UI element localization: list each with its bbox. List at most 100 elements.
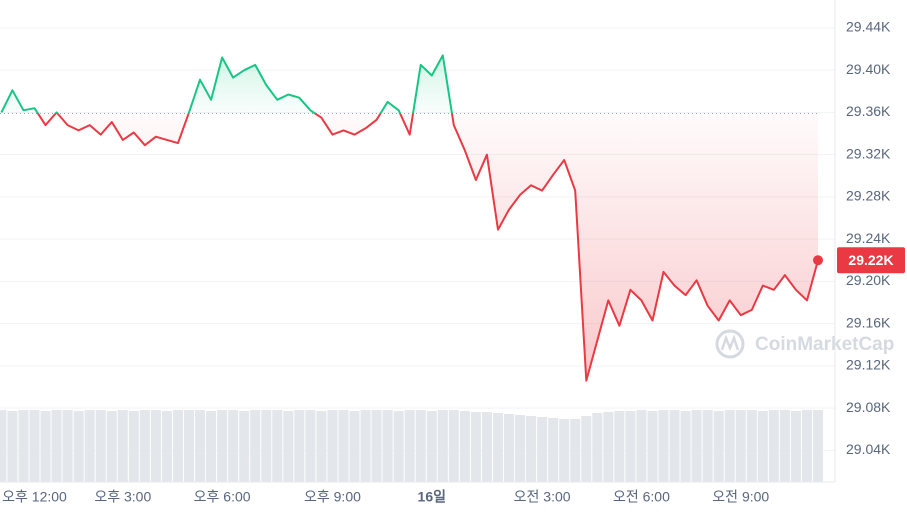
x-tick-label: 16일 xyxy=(418,489,446,505)
y-tick-label: 29.24K xyxy=(846,230,891,246)
price-tag xyxy=(837,247,905,274)
volume-bar xyxy=(592,413,603,482)
volume-bar xyxy=(691,410,702,482)
y-tick-label: 29.36K xyxy=(846,103,891,119)
volume-bar xyxy=(51,410,62,482)
volume-bar xyxy=(812,410,824,482)
watermark-logo-mark xyxy=(720,334,740,352)
volume-bar xyxy=(128,411,139,482)
volume-bar xyxy=(448,410,459,482)
volume-bar xyxy=(0,410,7,482)
volume-bar xyxy=(261,410,272,482)
y-tick-label: 29.16K xyxy=(846,314,891,330)
volume-bar xyxy=(29,410,40,482)
y-tick-label: 29.20K xyxy=(846,272,891,288)
volume-bar xyxy=(735,410,746,482)
volume-bar xyxy=(515,415,526,482)
volume-bar xyxy=(393,411,404,482)
x-tick-label: 오후 3:00 xyxy=(94,489,151,505)
volume-bar xyxy=(360,410,371,482)
volume-bar xyxy=(702,410,713,482)
volume-bar xyxy=(790,411,801,482)
volume-bar xyxy=(217,410,228,482)
volume-bar xyxy=(647,411,658,482)
volume-bar xyxy=(801,410,812,482)
price-tag-label: 29.22K xyxy=(848,252,893,268)
volume-bar xyxy=(327,410,338,482)
volume-bar xyxy=(526,416,537,482)
volume-bar xyxy=(382,410,393,482)
volume-bar xyxy=(95,410,106,482)
volume-bar xyxy=(768,410,779,482)
volume-bar xyxy=(658,410,669,482)
watermark-logo xyxy=(715,329,745,359)
volume-bar xyxy=(62,410,73,482)
y-tick-label: 29.08K xyxy=(846,399,891,415)
volume-bar xyxy=(117,410,128,482)
volume-bar xyxy=(161,411,172,482)
volume-bar xyxy=(239,411,250,482)
volume-bar xyxy=(272,410,283,482)
volume-bar xyxy=(570,419,581,482)
volume-bar xyxy=(625,411,636,482)
volume-bar xyxy=(228,410,239,482)
plot xyxy=(0,54,823,382)
volume-bar xyxy=(503,414,515,482)
volume-bar xyxy=(18,410,29,482)
y-tick-label: 29.04K xyxy=(846,441,891,457)
volume-bar xyxy=(40,411,51,482)
volume-bar xyxy=(492,413,503,482)
volume-bar xyxy=(470,412,481,482)
x-tick-label: 오후 12:00 xyxy=(2,489,67,505)
y-tick-label: 29.12K xyxy=(846,357,891,373)
volume-bar xyxy=(172,410,183,482)
price-area xyxy=(1,55,818,381)
x-tick-label: 오전 6:00 xyxy=(613,489,670,505)
volume-bar xyxy=(437,410,448,482)
volume-bar xyxy=(680,411,691,482)
x-tick-label: 오후 9:00 xyxy=(304,489,361,505)
volume-bar xyxy=(183,410,195,482)
x-tick-label: 오전 3:00 xyxy=(514,489,571,505)
y-tick-label: 29.32K xyxy=(846,145,891,161)
grid xyxy=(0,27,835,451)
volume-bar xyxy=(746,410,757,482)
volume-bar xyxy=(349,411,360,482)
volume-bar xyxy=(581,416,592,482)
volume-bar xyxy=(459,411,470,482)
volume-bar xyxy=(206,411,217,482)
volume-bar xyxy=(338,410,349,482)
volume-bar xyxy=(757,411,768,482)
volume-bar xyxy=(371,410,382,482)
volume-bar xyxy=(724,410,735,482)
volume-bar xyxy=(305,410,316,482)
x-tick-label: 오전 9:00 xyxy=(712,489,769,505)
volume-bar xyxy=(636,410,647,482)
watermark: CoinMarketCap xyxy=(715,329,894,359)
volume-bar xyxy=(481,412,492,482)
volume-bar xyxy=(614,411,625,482)
volume-bar xyxy=(415,410,426,482)
volume-bar xyxy=(7,411,18,482)
volume-bar xyxy=(195,410,206,482)
volume-bar xyxy=(404,410,415,482)
volume-bar xyxy=(779,410,790,482)
volume-bar xyxy=(713,411,724,482)
volume-bar xyxy=(548,418,559,482)
volume-bar xyxy=(106,411,117,482)
volume-bar xyxy=(316,411,327,482)
volume-bar xyxy=(603,412,614,482)
volume-bar xyxy=(426,411,437,482)
y-tick-label: 29.28K xyxy=(846,188,891,204)
volume-bar xyxy=(283,411,294,482)
volume-bar xyxy=(84,410,95,482)
volume-bar xyxy=(294,410,305,482)
y-tick-label: 29.44K xyxy=(846,19,891,35)
volume-bars xyxy=(0,410,824,482)
y-tick-label: 29.40K xyxy=(846,61,891,77)
volume-bar xyxy=(559,419,570,482)
volume-bar xyxy=(250,410,261,482)
last-point xyxy=(813,255,823,266)
